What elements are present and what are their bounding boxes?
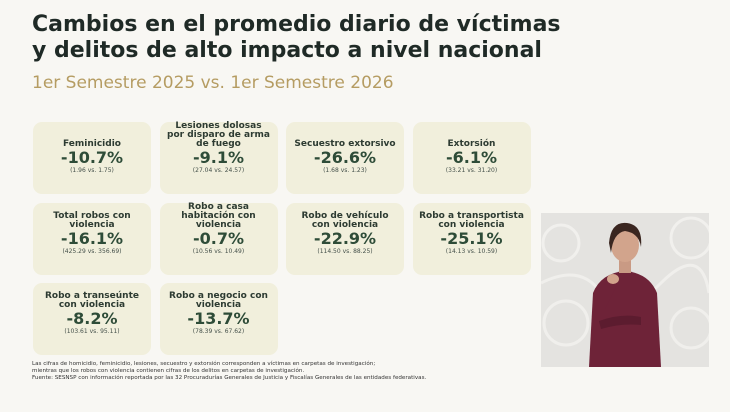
footnote-line: mientras que los robos con violencia con… bbox=[32, 368, 305, 374]
card-detail: (425.29 vs. 356.69) bbox=[62, 247, 122, 255]
card-detail: (10.56 vs. 10.49) bbox=[192, 247, 245, 255]
card-detail: (27.04 vs. 24.57) bbox=[192, 167, 245, 174]
card-label: Robo a transportista con violencia bbox=[419, 210, 524, 230]
card-detail: (114.50 vs. 88.25) bbox=[317, 247, 373, 255]
title-line: y delitos de alto impacto a nivel nacion… bbox=[32, 38, 542, 63]
card-detail: (103.61 vs. 95.11) bbox=[64, 328, 120, 335]
card-value: -6.1% bbox=[445, 148, 497, 167]
card-detail: (33.21 vs. 31.20) bbox=[445, 167, 498, 174]
card-value: -9.1% bbox=[192, 148, 244, 167]
card-value: -8.2% bbox=[66, 309, 118, 328]
card-detail: (1.68 vs. 1.23) bbox=[323, 167, 367, 174]
title: Cambios en el promedio diario de víctima… bbox=[32, 12, 561, 64]
stat-card: Robo a casa habitación con violencia -0.7… bbox=[159, 201, 278, 275]
stat-card: Robo de vehículo con violencia -22.9% (114… bbox=[286, 202, 404, 275]
card-label: Robo a negocio con violencia bbox=[169, 291, 268, 310]
stat-card: Robo a transportista con violencia -25.1%… bbox=[412, 202, 531, 275]
interpreter-video bbox=[541, 213, 709, 367]
card-label: Robo a casa habitación con violencia bbox=[181, 201, 256, 230]
footnote-line: Las cifras de homicidio, feminicidio, le… bbox=[32, 361, 376, 367]
footnote-line: Fuente: SESNSP con información reportada… bbox=[32, 375, 427, 381]
card-detail: (14.13 vs. 10.59) bbox=[445, 247, 498, 255]
card-label: Extorsión bbox=[447, 139, 496, 149]
subtitle: 1er Semestre 2025 vs. 1er Semestre 2026 bbox=[32, 73, 394, 93]
stat-card: Robo a transeúnte con violencia -8.2% (103… bbox=[33, 283, 151, 355]
stat-card: Feminicidio -10.7% (1.96 vs. 1.75) bbox=[33, 122, 151, 194]
card-value: -13.7% bbox=[187, 309, 250, 328]
card-label: Robo a transeúnte con violencia bbox=[45, 291, 139, 310]
card-detail: (78.39 vs. 67.62) bbox=[192, 328, 245, 335]
card-detail: (1.96 vs. 1.75) bbox=[70, 167, 114, 174]
card-label: Robo de vehículo con violencia bbox=[301, 210, 389, 230]
stat-card: Total robos con violencia -16.1% (425.29 v… bbox=[33, 202, 151, 275]
stat-card: Lesiones dolosas por disparo de arma de … bbox=[159, 121, 278, 194]
card-value: -25.1% bbox=[440, 228, 503, 248]
title-line: Cambios en el promedio diario de víctima… bbox=[32, 12, 561, 37]
card-label: Secuestro extorsivo bbox=[294, 139, 396, 149]
card-value: -10.7% bbox=[60, 148, 124, 167]
card-value: -0.7% bbox=[192, 228, 244, 248]
footnotes: Las cifras de homicidio, feminicidio, le… bbox=[32, 361, 426, 382]
stat-card: Extorsión -6.1% (33.21 vs. 31.20) bbox=[412, 122, 531, 194]
card-value: -26.6% bbox=[313, 148, 377, 167]
stat-card: Robo a negocio con violencia -13.7% (78.39… bbox=[159, 283, 278, 355]
card-label: Feminicidio bbox=[63, 139, 121, 149]
card-label: Lesiones dolosas por disparo de arma de … bbox=[167, 121, 270, 149]
stat-card: Secuestro extorsivo -26.6% (1.68 vs. 1.23) bbox=[286, 122, 404, 194]
card-label: Total robos con violencia bbox=[53, 210, 131, 230]
card-value: -22.9% bbox=[313, 228, 377, 248]
card-value: -16.1% bbox=[60, 228, 124, 248]
